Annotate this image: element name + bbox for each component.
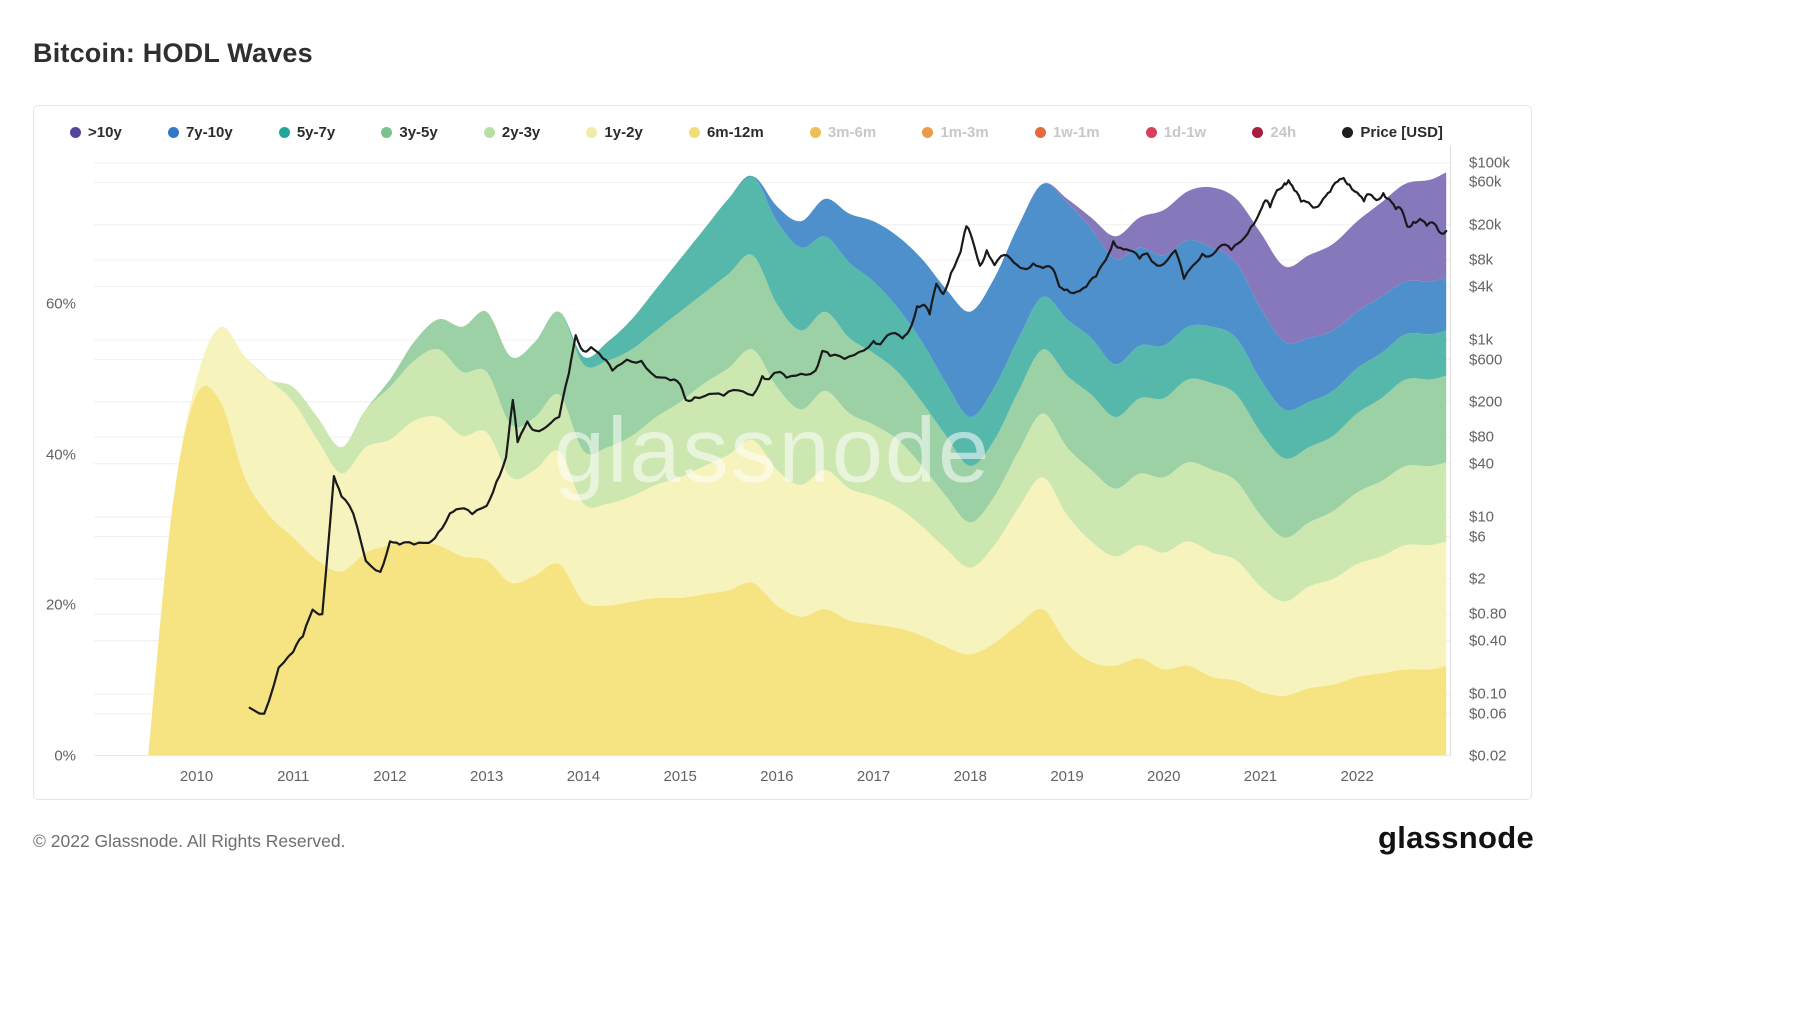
- legend-label: 1d-1w: [1163, 123, 1207, 141]
- chart-legend: >10y 7y-10y 5y-7y 3y-5y 2y-3y 1y-2y 6m-12m 3m-6…: [70, 118, 1443, 146]
- legend-item-6m-12m[interactable]: 6m-12m: [688, 123, 764, 141]
- legend-label: 2y-3y: [501, 123, 541, 141]
- legend-dot-5y-7y: [278, 126, 290, 138]
- legend-dot-1y-2y: [586, 126, 598, 138]
- price-tick-label: $40: [1469, 455, 1495, 473]
- area-2y-3y: [148, 326, 1447, 756]
- price-tick-label: $6: [1469, 528, 1486, 546]
- year-tick-label: 2014: [566, 768, 601, 785]
- legend-dot-3m-6m: [809, 126, 821, 138]
- price-tick-label: $1k: [1469, 331, 1494, 349]
- price-tick-label: $20k: [1469, 216, 1502, 234]
- legend-item-1d-1w[interactable]: 1d-1w: [1145, 123, 1207, 141]
- price-tick-label: $4k: [1469, 278, 1494, 296]
- area-7y-10y: [148, 175, 1447, 756]
- year-tick-label: 2019: [1050, 768, 1084, 785]
- price-tick-label: $200: [1469, 393, 1503, 411]
- year-tick-label: 2018: [953, 768, 987, 785]
- year-tick-label: 2020: [1147, 768, 1181, 785]
- legend-item-1m-3m[interactable]: 1m-3m: [922, 123, 989, 141]
- area-3y-5y: [148, 254, 1447, 756]
- price-tick-label: $10: [1469, 508, 1495, 526]
- legend-dot-3y-5y: [381, 126, 393, 138]
- legend-dot-10y: [70, 126, 81, 138]
- legend-label: 5y-7y: [296, 123, 336, 141]
- copyright-text: © 2022 Glassnode. All Rights Reserved.: [33, 831, 346, 851]
- legend-item-2y-3y[interactable]: 2y-3y: [483, 123, 541, 141]
- legend-label: >10y: [88, 123, 122, 141]
- percent-axis: 0% 20% 40% 60%: [34, 146, 84, 765]
- percent-tick-label: 20%: [45, 596, 76, 614]
- legend-label: 7y-10y: [185, 123, 233, 141]
- year-tick-label: 2010: [179, 768, 214, 785]
- legend-dot-7y-10y: [167, 126, 179, 138]
- legend-label: 3m-6m: [827, 123, 877, 141]
- legend-item-price-usd[interactable]: Price [USD]: [1342, 124, 1443, 141]
- legend-label: 1w-1m: [1052, 123, 1100, 141]
- legend-dot-1d-1w: [1145, 126, 1157, 138]
- year-tick-label: 2013: [470, 768, 504, 785]
- legend-item-3m-6m[interactable]: 3m-6m: [809, 123, 877, 141]
- year-tick-label: 2022: [1340, 768, 1374, 785]
- legend-dot-6m-12m: [688, 126, 700, 138]
- legend-label: 24h: [1270, 123, 1297, 141]
- hodl-waves-chart[interactable]: [94, 146, 1451, 756]
- price-tick-label: $0.80: [1469, 605, 1507, 623]
- price-tick-label: $100k: [1469, 154, 1510, 172]
- price-line: [248, 176, 1448, 715]
- legend-item-5y-7y[interactable]: 5y-7y: [278, 123, 336, 141]
- price-tick-label: $0.40: [1469, 632, 1507, 650]
- legend-item-1w-1m[interactable]: 1w-1m: [1034, 123, 1100, 141]
- glassnode-logo: glassnode: [1377, 820, 1534, 855]
- legend-label: 3y-5y: [399, 123, 438, 141]
- price-tick-label: $80: [1469, 428, 1495, 446]
- legend-item-24h[interactable]: 24h: [1252, 124, 1296, 141]
- legend-label: 1y-2y: [604, 123, 643, 141]
- area-1y-2y: [148, 326, 1447, 756]
- legend-item-1y-2y[interactable]: 1y-2y: [586, 123, 643, 141]
- legend-dot-1m-3m: [922, 126, 934, 138]
- price-tick-label: $2: [1469, 570, 1486, 588]
- legend-label: 6m-12m: [706, 123, 764, 141]
- year-tick-label: 2015: [663, 768, 697, 785]
- percent-tick-label: 40%: [45, 446, 76, 464]
- legend-item-3y-5y[interactable]: 3y-5y: [381, 123, 438, 141]
- percent-tick-label: 60%: [45, 295, 76, 313]
- year-tick-label: 2012: [373, 768, 407, 785]
- price-axis: $100k $60k $20k $8k $4k $1k $600 $200 $80 $40 $10 $…: [1469, 146, 1531, 764]
- price-tick-label: $0.10: [1469, 685, 1507, 703]
- legend-dot-2y-3y: [483, 126, 495, 138]
- area-6m-12m: [148, 385, 1447, 756]
- area-5y-7y: [148, 175, 1447, 756]
- time-axis: 2010 2011 2012 2013 2014 2015 2016 2017 2018 2019…: [94, 768, 1451, 792]
- price-tick-label: $0.06: [1469, 705, 1507, 723]
- page-title: Bitcoin: HODL Waves: [33, 38, 313, 68]
- legend-item-10y[interactable]: >10y: [70, 124, 122, 141]
- percent-tick-label: 0%: [54, 747, 76, 765]
- year-tick-label: 2016: [760, 768, 794, 785]
- legend-dot-24h: [1252, 126, 1264, 138]
- year-tick-label: 2011: [277, 768, 310, 785]
- legend-label: Price [USD]: [1360, 123, 1443, 141]
- legend-dot-1w-1m: [1034, 126, 1046, 138]
- year-tick-label: 2017: [856, 768, 891, 785]
- price-tick-label: $600: [1469, 351, 1503, 369]
- plot-area[interactable]: glassnode: [94, 146, 1451, 756]
- chart-card: >10y 7y-10y 5y-7y 3y-5y 2y-3y 1y-2y 6m-12m 3m-6…: [33, 105, 1532, 800]
- legend-item-7y-10y[interactable]: 7y-10y: [167, 123, 233, 141]
- price-tick-label: $8k: [1469, 251, 1494, 269]
- year-tick-label: 2021: [1243, 768, 1278, 785]
- price-tick-label: $60k: [1469, 173, 1502, 191]
- legend-label: 1m-3m: [940, 123, 989, 141]
- price-tick-label: $0.02: [1469, 747, 1507, 765]
- legend-dot-price-usd: [1342, 126, 1354, 138]
